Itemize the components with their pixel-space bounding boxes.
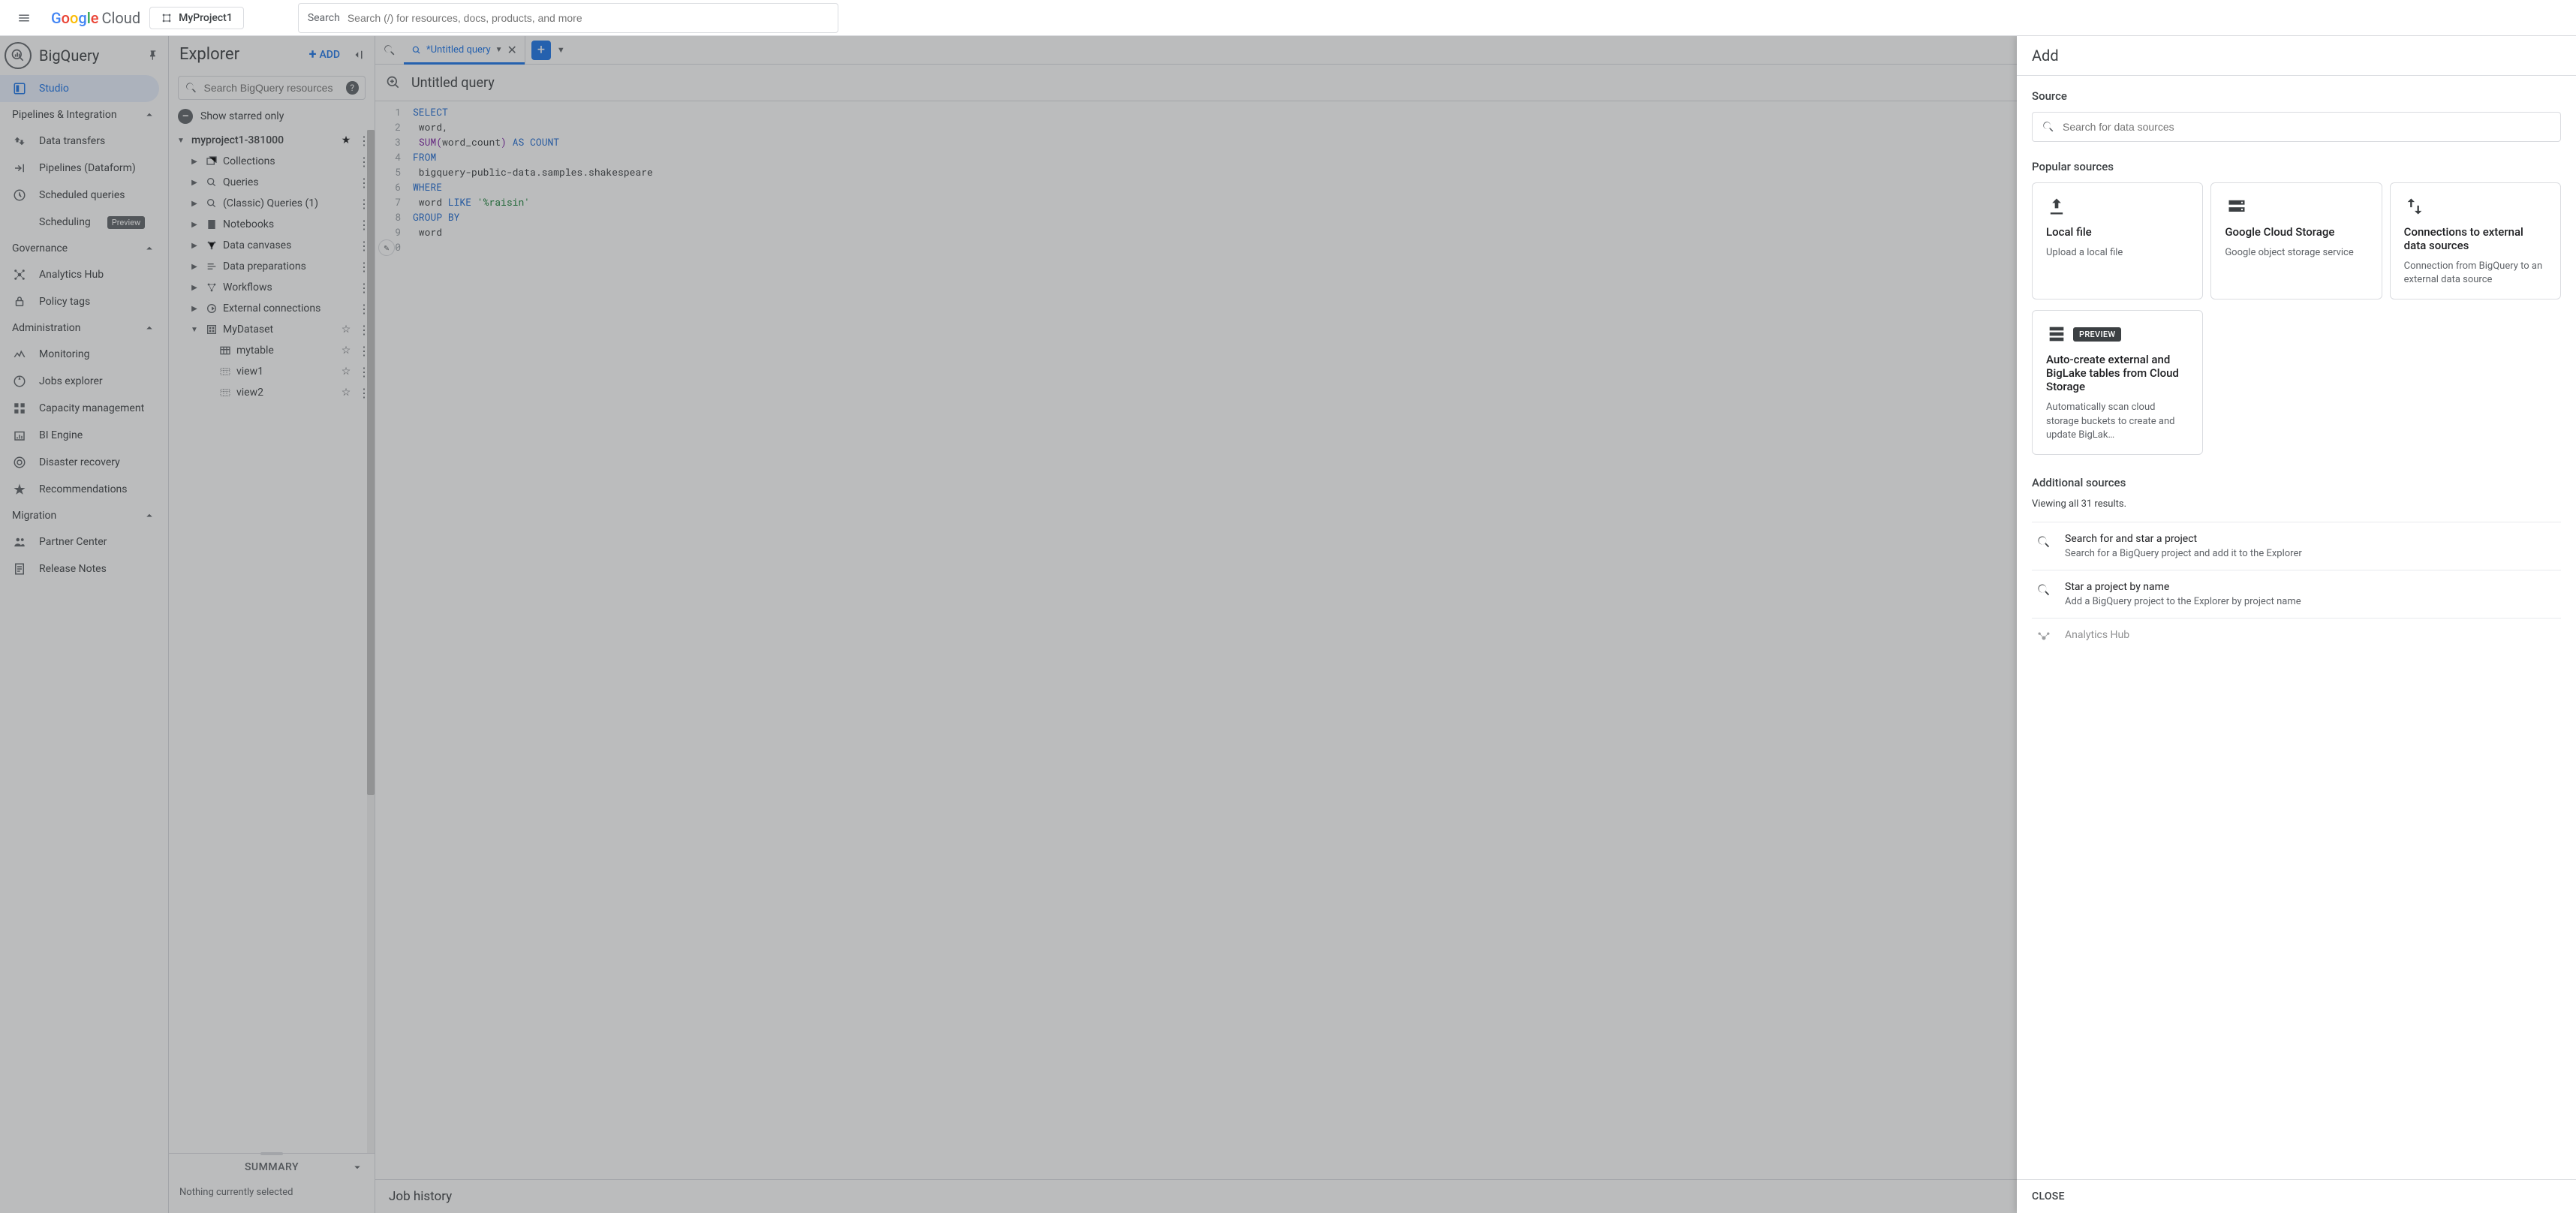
menu-icon [17, 11, 31, 25]
card-title: Google Cloud Storage [2225, 225, 2367, 239]
card-title: Auto-create external and BigLake tables … [2046, 353, 2189, 393]
source-title: Analytics Hub [2065, 629, 2558, 641]
source-label: Source [2032, 89, 2561, 103]
preview-chip: PREVIEW [2073, 327, 2121, 342]
source-desc: Add a BigQuery project to the Explorer b… [2065, 596, 2558, 607]
card-desc: Google object storage service [2225, 246, 2367, 260]
close-button[interactable]: CLOSE [2032, 1190, 2065, 1202]
source-search-input[interactable] [2063, 121, 2551, 133]
source-card-connections-to-external-data-sources[interactable]: Connections to external data sources Conn… [2390, 182, 2561, 299]
search-icon [2042, 120, 2055, 134]
source-title: Star a project by name [2065, 581, 2558, 593]
source-title: Search for and star a project [2065, 533, 2558, 545]
additional-sources-title: Additional sources [2032, 476, 2561, 489]
card-desc: Automatically scan cloud storage buckets… [2046, 401, 2189, 442]
project-icon [161, 12, 173, 24]
source-card-autocreate[interactable]: PREVIEW Auto-create external and BigLake … [2032, 310, 2203, 455]
stack-icon: PREVIEW [2046, 323, 2189, 345]
panel-title: Add [2017, 36, 2576, 76]
additional-source-row[interactable]: Search for and star a project Search for … [2032, 522, 2561, 570]
popular-sources-title: Popular sources [2032, 160, 2561, 173]
global-search[interactable]: Search [298, 3, 838, 33]
additional-source-row[interactable]: Star a project by name Add a BigQuery pro… [2032, 570, 2561, 619]
gcs-icon [2225, 195, 2367, 218]
search-icon [2035, 581, 2053, 607]
swap-icon [2404, 195, 2547, 218]
global-search-input[interactable] [348, 12, 829, 24]
card-title: Local file [2046, 225, 2189, 239]
source-card-google-cloud-storage[interactable]: Google Cloud Storage Google object storag… [2210, 182, 2382, 299]
source-desc: Search for a BigQuery project and add it… [2065, 548, 2558, 559]
project-name: MyProject1 [179, 12, 233, 24]
source-search[interactable] [2032, 112, 2561, 142]
project-selector[interactable]: MyProject1 [149, 7, 244, 29]
upload-icon [2046, 195, 2189, 218]
search-wrap: Search [298, 3, 838, 33]
results-count: Viewing all 31 results. [2032, 498, 2561, 510]
topbar: Google Cloud MyProject1 Search [0, 0, 2576, 36]
card-desc: Connection from BigQuery to an external … [2404, 260, 2547, 287]
card-desc: Upload a local file [2046, 246, 2189, 260]
additional-source-row[interactable]: Analytics Hub [2032, 619, 2561, 656]
card-title: Connections to external data sources [2404, 225, 2547, 252]
search-icon [2035, 533, 2053, 559]
hamburger-menu[interactable] [6, 0, 42, 36]
hub-icon [2035, 629, 2053, 646]
source-card-local-file[interactable]: Local file Upload a local file [2032, 182, 2203, 299]
add-panel: Add Source Popular sources Local file Upl… [2017, 36, 2576, 1213]
gcloud-logo[interactable]: Google Cloud [51, 9, 140, 27]
